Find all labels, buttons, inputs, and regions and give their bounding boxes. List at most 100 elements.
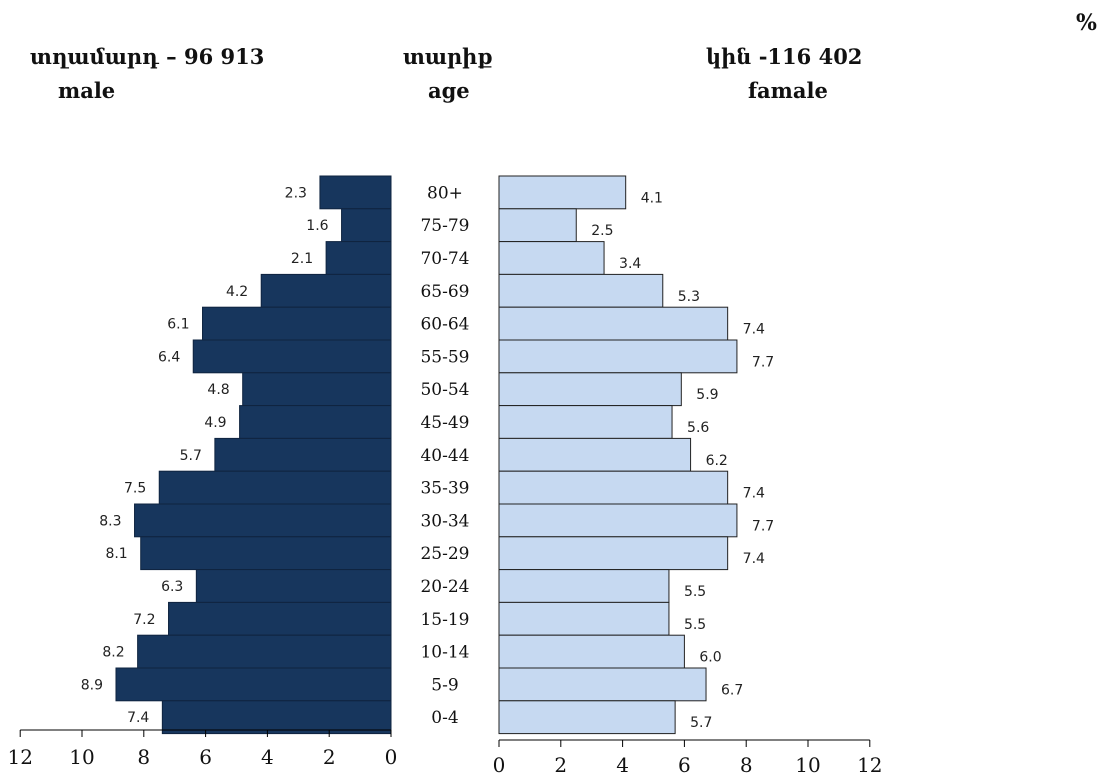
male-bar [239, 405, 392, 439]
female-x-tick-label: 4 [616, 753, 629, 777]
age-group-label: 70-74 [420, 249, 469, 269]
female-bar [498, 273, 664, 308]
male-x-tick-label: 6 [199, 745, 212, 769]
male-value-label: 7.5 [124, 481, 146, 497]
female-value-label: 2.5 [591, 223, 613, 239]
female-bar [498, 569, 670, 603]
female-bar [498, 405, 673, 439]
age-group-label: 45-49 [420, 413, 469, 433]
male-value-label: 6.4 [158, 349, 180, 365]
female-bar [498, 503, 738, 538]
age-group-label: 35-39 [420, 479, 469, 499]
male-bar [192, 339, 392, 374]
female-bar [498, 241, 605, 275]
male-bar [168, 601, 392, 636]
male-x-tick-label: 12 [7, 745, 32, 769]
male-bar [325, 241, 392, 275]
age-group-label: 25-29 [420, 544, 469, 564]
age-group-label: 20-24 [420, 577, 469, 597]
female-value-label: 7.4 [743, 486, 765, 502]
female-x-tick-label: 8 [740, 753, 753, 777]
female-bar [498, 208, 577, 243]
female-value-label: 6.2 [706, 453, 728, 469]
male-bar [137, 634, 392, 669]
age-group-label: 5-9 [431, 675, 458, 695]
female-x-tick-label: 6 [678, 753, 691, 777]
female-x-tick-label: 12 [857, 753, 882, 777]
male-bar [158, 470, 392, 505]
male-bar [161, 700, 392, 735]
age-group-label: 50-54 [420, 380, 469, 400]
age-group-label: 40-44 [420, 446, 469, 466]
age-group-label: 75-79 [420, 216, 469, 236]
male-value-label: 2.1 [291, 251, 313, 267]
age-title: տարիք [403, 44, 493, 69]
age-group-label: 80+ [427, 183, 463, 203]
male-value-label: 7.4 [127, 710, 149, 726]
male-bar [202, 306, 392, 341]
female-bar [498, 437, 692, 472]
age-group-label: 10-14 [420, 643, 469, 663]
age-group-label: 15-19 [420, 610, 469, 630]
male-x-tick-label: 4 [261, 745, 274, 769]
female-value-label: 5.9 [696, 387, 718, 403]
age-group-label: 30-34 [420, 511, 469, 531]
male-bar [260, 273, 392, 308]
age-group-label: 55-59 [420, 347, 469, 367]
female-value-label: 5.5 [684, 584, 706, 600]
male-value-label: 1.6 [306, 218, 328, 234]
female-x-tick-label: 10 [795, 753, 820, 777]
female-bar [498, 175, 627, 210]
male-bar [214, 437, 392, 472]
female-x-tick-label: 0 [493, 753, 506, 777]
female-value-label: 7.4 [743, 322, 765, 338]
female-value-label: 6.7 [721, 682, 743, 698]
female-bar [498, 372, 682, 407]
male-value-label: 4.8 [207, 382, 229, 398]
male-bar [242, 372, 392, 407]
female-bar [498, 536, 729, 571]
male-value-label: 6.1 [167, 317, 189, 333]
female-value-label: 4.1 [641, 190, 663, 206]
female-bar [498, 339, 738, 374]
male-value-label: 4.9 [204, 415, 226, 431]
female-value-label: 5.6 [687, 420, 709, 436]
female-bar [498, 700, 676, 735]
female-value-label: 5.5 [684, 617, 706, 633]
male-bar [140, 536, 392, 571]
male-bar [115, 667, 392, 702]
male-value-label: 5.7 [180, 448, 202, 464]
male-value-label: 7.2 [133, 612, 155, 628]
male-value-label: 8.9 [81, 677, 103, 693]
female-bar [498, 667, 707, 702]
female-value-label: 7.4 [743, 551, 765, 567]
male-x-tick-label: 10 [69, 745, 94, 769]
male-title: տղամարդ – 96 913 [30, 44, 265, 69]
male-value-label: 8.2 [102, 645, 124, 661]
male-value-label: 6.3 [161, 579, 183, 595]
male-x-tick-label: 8 [137, 745, 150, 769]
female-subtitle: famale [748, 78, 828, 103]
female-title: կին -116 402 [706, 44, 863, 69]
female-x-tick-label: 2 [554, 753, 567, 777]
male-x-tick-label: 2 [323, 745, 336, 769]
female-value-label: 5.7 [690, 715, 712, 731]
male-bar [319, 175, 392, 210]
female-value-label: 3.4 [619, 256, 641, 272]
male-value-label: 4.2 [226, 284, 248, 300]
female-value-label: 7.7 [752, 354, 774, 370]
female-value-label: 6.0 [699, 650, 721, 666]
female-bar [498, 306, 729, 341]
male-bar [134, 503, 392, 538]
female-value-label: 7.7 [752, 518, 774, 534]
female-bar [498, 601, 670, 636]
age-group-label: 65-69 [420, 282, 469, 302]
male-value-label: 8.3 [99, 513, 121, 529]
male-subtitle: male [58, 78, 116, 103]
age-group-label: 60-64 [420, 315, 469, 335]
male-value-label: 8.1 [105, 546, 127, 562]
unit-label: % [1076, 10, 1097, 36]
male-bar [195, 569, 392, 603]
female-bar [498, 634, 685, 669]
